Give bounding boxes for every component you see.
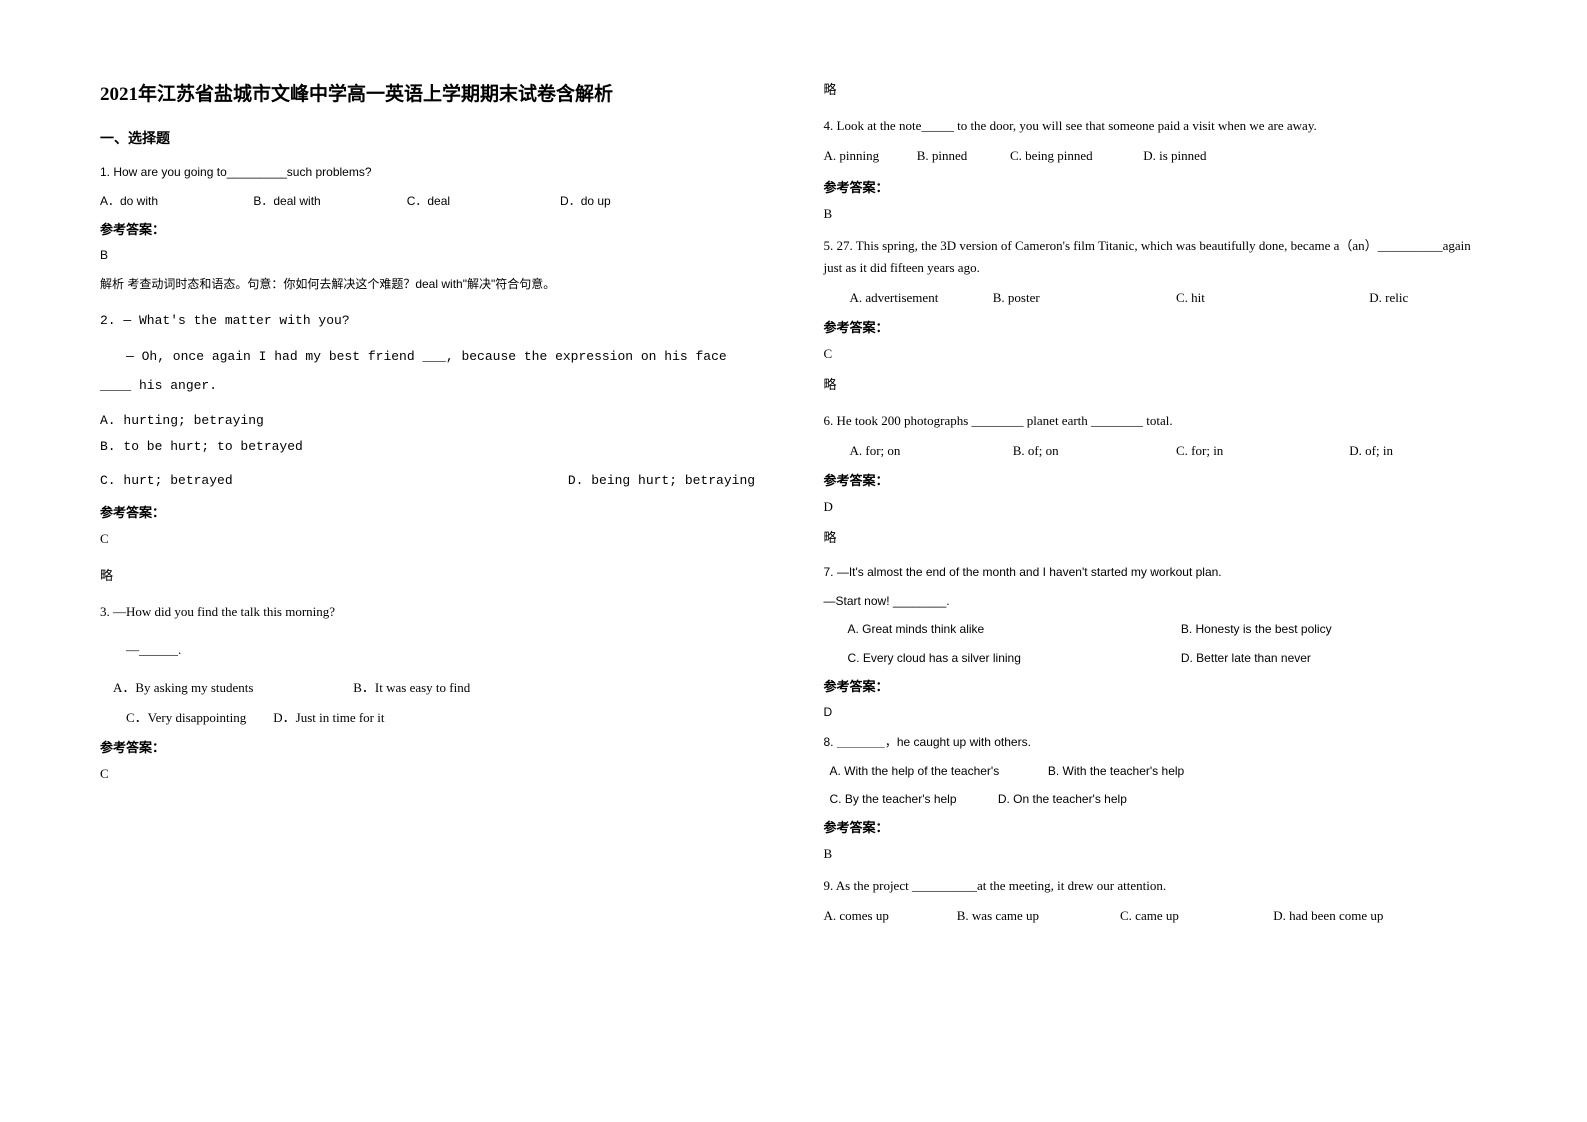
q1-ans: B [100,246,764,265]
q4-ans-head: 参考答案： [824,177,1488,196]
q5-ans-head: 参考答案： [824,317,1488,336]
right-column: 略 4. Look at the note_____ to the door, … [824,80,1488,935]
q2-options-row2: C. hurt; betrayed D. being hurt; betrayi… [100,468,764,494]
q1-explanation: 解析 考查动词时态和语态。句意：你如何去解决这个难题？deal with"解决"… [100,275,764,294]
q6-optA: A. for; on [850,440,1010,462]
q7-line2: —Start now! ________. [824,591,1488,611]
q8-options-row2: C. By the teacher's help D. On the teach… [824,789,1488,809]
q2-ans-head: 参考答案： [100,502,764,521]
q2-line2: — Oh, once again I had my best friend __… [100,343,764,400]
q8-optA: A. With the help of the teacher's [830,761,1045,781]
q7-optA: A. Great minds think alike [848,619,1178,639]
q6-optD: D. of; in [1349,440,1393,462]
q8-optC: C. By the teacher's help [830,789,995,809]
q2-options-row1: A. hurting; betraying B. to be hurt; to … [100,408,764,460]
q6-optC: C. for; in [1176,440,1346,462]
q3-optD: D．Just in time for it [273,707,384,729]
q1-ans-head: 参考答案： [100,219,764,238]
q3-optC: C．Very disappointing [100,707,270,729]
q2-skip: 略 [100,566,764,587]
q3-optB: B．It was easy to find [353,677,470,699]
q5-stem: 5. 27. This spring, the 3D version of Ca… [824,235,1488,279]
q7-options-row1: A. Great minds think alike B. Honesty is… [824,619,1488,639]
q6-options: A. for; on B. of; on C. for; in D. of; i… [824,440,1488,462]
q4-stem: 4. Look at the note_____ to the door, yo… [824,115,1488,137]
q8-optD: D. On the teacher's help [998,789,1127,809]
section-heading: 一、选择题 [100,128,764,148]
q1-optB: B．deal with [253,191,403,211]
q1-optC: C．deal [407,191,557,211]
q8-stem: 8. ＿＿＿＿，he caught up with others. [824,732,1488,752]
q3-ans-head: 参考答案： [100,737,764,756]
q5-ans: C [824,344,1488,365]
q5-optA: A. advertisement [850,287,990,309]
q2-line1: 2. — What's the matter with you? [100,307,764,336]
q5-optD: D. relic [1369,287,1408,309]
q1-optA: A．do with [100,191,250,211]
q5-optB: B. poster [993,287,1173,309]
q6-stem: 6. He took 200 photographs ________ plan… [824,410,1488,432]
q9-optA: A. comes up [824,905,954,927]
q1-options: A．do with B．deal with C．deal D．do up [100,191,764,211]
q7-optB: B. Honesty is the best policy [1181,619,1332,639]
q1-optD: D．do up [560,191,611,211]
q7-optD: D. Better late than never [1181,648,1311,668]
q6-optB: B. of; on [1013,440,1173,462]
q3-skip: 略 [824,80,1488,101]
q4-ans: B [824,204,1488,225]
q9-stem: 9. As the project __________at the meeti… [824,875,1488,897]
q9-optC: C. came up [1120,905,1270,927]
q7-optC: C. Every cloud has a silver lining [848,648,1178,668]
q9-optB: B. was came up [957,905,1117,927]
q3-line1: 3. —How did you find the talk this morni… [100,601,764,623]
q5-skip: 略 [824,375,1488,396]
left-column: 2021年江苏省盐城市文峰中学高一英语上学期期末试卷含解析 一、选择题 1. H… [100,80,764,935]
q4-optB: B. pinned [917,145,1007,167]
q3-ans: C [100,764,764,785]
q4-optC: C. being pinned [1010,145,1140,167]
q4-optD: D. is pinned [1143,145,1206,167]
q4-options: A. pinning B. pinned C. being pinned D. … [824,145,1488,167]
q2-optA: A. hurting; betraying [100,408,560,434]
q9-optD: D. had been come up [1273,905,1383,927]
q2-optD: D. being hurt; betraying [568,468,755,494]
q7-ans: D [824,703,1488,722]
q7-ans-head: 参考答案： [824,676,1488,695]
q6-skip: 略 [824,528,1488,549]
q2-ans: C [100,529,764,550]
q2-optB: B. to be hurt; to betrayed [100,434,303,460]
q3-options-row2: C．Very disappointing D．Just in time for … [100,707,764,729]
q8-ans-head: 参考答案： [824,817,1488,836]
q3-options-row1: A．By asking my students B．It was easy to… [100,677,764,699]
q5-options: A. advertisement B. poster C. hit D. rel… [824,287,1488,309]
q5-optC: C. hit [1176,287,1366,309]
page-title: 2021年江苏省盐城市文峰中学高一英语上学期期末试卷含解析 [100,80,764,110]
q8-ans: B [824,844,1488,865]
q9-options: A. comes up B. was came up C. came up D.… [824,905,1488,927]
q1-stem: 1. How are you going to_________such pro… [100,162,764,182]
q7-line1: 7. —It's almost the end of the month and… [824,562,1488,582]
q3-line2: —______. [100,639,764,661]
q2-optC: C. hurt; betrayed [100,468,560,494]
q8-optB: B. With the teacher's help [1048,761,1184,781]
q7-options-row2: C. Every cloud has a silver lining D. Be… [824,648,1488,668]
q8-options-row1: A. With the help of the teacher's B. Wit… [824,761,1488,781]
q6-ans-head: 参考答案： [824,470,1488,489]
q3-optA: A．By asking my students [100,677,350,699]
page-columns: 2021年江苏省盐城市文峰中学高一英语上学期期末试卷含解析 一、选择题 1. H… [100,80,1487,935]
q4-optA: A. pinning [824,145,914,167]
q6-ans: D [824,497,1488,518]
